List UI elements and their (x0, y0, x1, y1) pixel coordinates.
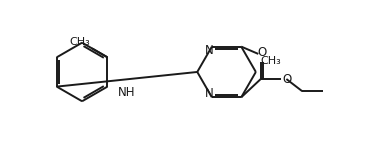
Text: N: N (205, 44, 213, 57)
Text: CH₃: CH₃ (260, 56, 281, 66)
Text: O: O (257, 46, 266, 59)
Text: CH₃: CH₃ (69, 37, 90, 47)
Text: NH: NH (118, 86, 136, 99)
Text: N: N (205, 87, 213, 100)
Text: O: O (283, 73, 292, 86)
